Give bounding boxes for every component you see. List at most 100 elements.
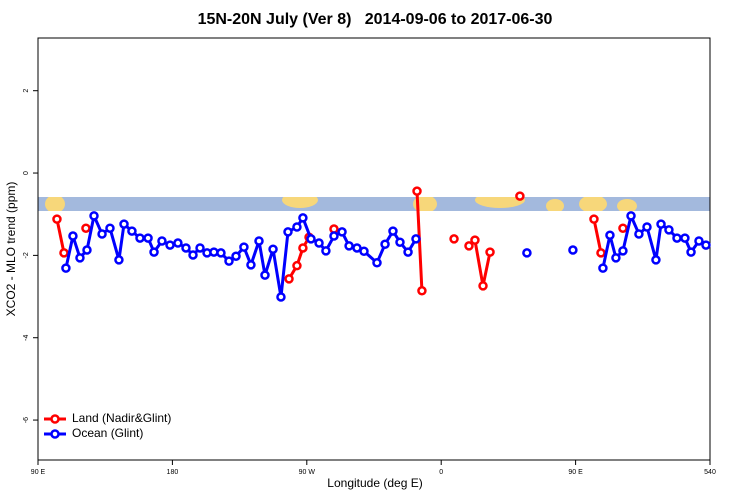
- point: [618, 246, 628, 256]
- point: [61, 263, 71, 273]
- point: [611, 253, 621, 263]
- point: [283, 227, 293, 237]
- point: [52, 214, 62, 224]
- point: [634, 229, 644, 239]
- point: [485, 247, 495, 257]
- legend-marker: [50, 414, 60, 424]
- point: [114, 255, 124, 265]
- point: [268, 244, 278, 254]
- point: [119, 219, 129, 229]
- legend-marker: [50, 429, 60, 439]
- point: [157, 236, 167, 246]
- point: [284, 274, 294, 284]
- point: [388, 226, 398, 236]
- point: [686, 247, 696, 257]
- x-tick-label: 180: [167, 469, 179, 476]
- point: [260, 270, 270, 280]
- point: [352, 243, 362, 253]
- point: [306, 234, 316, 244]
- chart-title: 15N-20N July (Ver 8) 2014-09-06 to 2017-…: [198, 11, 553, 28]
- point: [149, 247, 159, 257]
- x-tick-label: 540: [704, 469, 716, 476]
- point: [680, 233, 690, 243]
- point: [165, 240, 175, 250]
- point: [694, 236, 704, 246]
- point: [173, 238, 183, 248]
- point: [337, 227, 347, 237]
- point: [344, 241, 354, 251]
- plot-frame: [37, 37, 711, 461]
- y-tick-label: 2: [23, 89, 30, 93]
- point: [321, 246, 331, 256]
- point: [127, 226, 137, 236]
- legend-label: Ocean (Glint): [72, 426, 143, 440]
- point: [412, 186, 422, 196]
- point: [292, 222, 302, 232]
- point: [664, 225, 674, 235]
- point: [403, 247, 413, 257]
- point: [359, 246, 369, 257]
- y-tick-label: -4: [23, 335, 30, 341]
- point: [181, 243, 191, 253]
- point: [105, 223, 115, 233]
- point: [81, 223, 91, 233]
- point: [329, 231, 339, 241]
- point: [598, 263, 608, 273]
- x-tick-label: 0: [439, 469, 443, 476]
- point: [276, 292, 286, 302]
- band: [38, 197, 710, 211]
- point: [596, 248, 606, 258]
- point: [618, 223, 628, 233]
- point: [59, 248, 69, 258]
- point: [298, 213, 308, 223]
- point: [82, 245, 92, 255]
- land-band: [38, 197, 710, 211]
- point: [449, 234, 459, 244]
- point: [568, 245, 578, 255]
- point: [97, 229, 107, 239]
- point: [395, 237, 405, 247]
- legend-label: Land (Nadir&Glint): [72, 411, 171, 425]
- land: [413, 197, 437, 211]
- x-tick-label: 90 E: [568, 469, 583, 476]
- point: [239, 242, 249, 252]
- legend-item: Land (Nadir&Glint): [44, 411, 171, 425]
- point: [380, 239, 390, 250]
- x-tick-label: 90 W: [299, 469, 316, 476]
- point: [75, 253, 85, 263]
- point: [515, 191, 525, 201]
- point: [701, 240, 711, 250]
- point: [135, 233, 145, 243]
- y-tick-label: -2: [23, 252, 30, 258]
- point: [478, 281, 488, 291]
- y-tick-label: 0: [23, 171, 30, 175]
- point: [464, 241, 474, 251]
- point: [231, 251, 241, 261]
- y-axis-label: XCO2 - MLO trend (ppm): [4, 182, 18, 317]
- point: [188, 250, 198, 260]
- legend-item: Ocean (Glint): [44, 426, 143, 440]
- point: [372, 258, 382, 268]
- point: [246, 260, 256, 270]
- point: [626, 211, 636, 221]
- point: [68, 231, 78, 241]
- point: [417, 286, 427, 296]
- point: [522, 248, 532, 258]
- point: [656, 219, 666, 229]
- land: [546, 199, 564, 211]
- point: [672, 233, 682, 243]
- point: [89, 211, 99, 221]
- point: [470, 235, 480, 245]
- point: [589, 214, 599, 224]
- point: [298, 243, 308, 253]
- point: [411, 234, 421, 244]
- point: [642, 222, 652, 232]
- point: [254, 236, 264, 246]
- point: [651, 255, 661, 265]
- point: [605, 230, 615, 240]
- y-tick-label: -6: [23, 417, 30, 423]
- point: [292, 260, 302, 271]
- point: [216, 248, 226, 258]
- point: [195, 243, 205, 253]
